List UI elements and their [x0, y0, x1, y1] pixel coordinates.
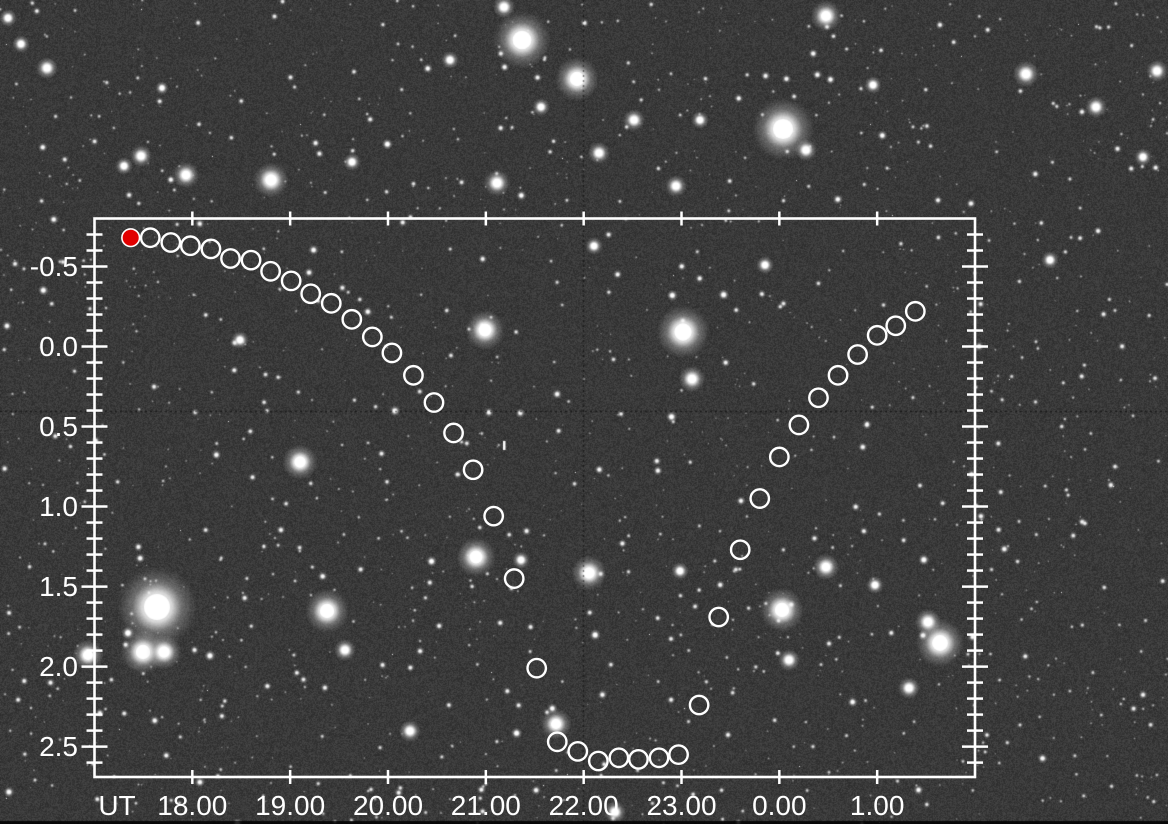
data-point-circle [240, 249, 262, 271]
x-axis-label: 21.00 [450, 790, 521, 821]
data-point-circle [904, 300, 926, 322]
plot-frame [93, 217, 977, 779]
data-point-circle [608, 747, 630, 769]
y-axis-label: 1.0 [39, 490, 78, 522]
data-point-circle [341, 308, 363, 330]
highlighted-data-point [121, 228, 141, 248]
data-point-circle [361, 326, 383, 348]
data-point-circle [788, 414, 810, 436]
x-axis-label: 20.00 [352, 790, 424, 821]
data-point-circle [749, 488, 771, 509]
data-point-circle [587, 750, 609, 772]
data-point-circle [139, 227, 161, 249]
data-point-circle [668, 744, 689, 765]
x-axis-label: 23.00 [646, 790, 717, 821]
y-axis-label: 2.5 [39, 730, 78, 762]
y-axis-label: 1.5 [39, 570, 78, 602]
x-axis-label: 1.00 [849, 790, 905, 821]
data-point-circle [462, 459, 484, 481]
data-point-circle [483, 505, 505, 527]
x-axis-label: 19.00 [255, 790, 326, 821]
data-point-circle [526, 657, 548, 679]
data-point-circle [300, 283, 322, 305]
data-point-circle [628, 748, 649, 770]
data-point-circle [381, 342, 403, 364]
y-axis-label: 2.0 [39, 650, 78, 682]
data-point-circle [443, 422, 464, 444]
data-point-circle [423, 392, 445, 413]
data-point-circle [866, 324, 888, 346]
data-point-circle [280, 270, 302, 292]
data-point-circle [260, 260, 281, 282]
data-point-circle [768, 446, 790, 468]
data-point-circle [708, 606, 730, 628]
data-point-circle [688, 694, 710, 716]
data-point-circle [567, 740, 589, 762]
data-point-circle [729, 539, 751, 561]
data-point-circle [827, 364, 849, 386]
x-axis-label: 0.00 [752, 790, 807, 821]
y-axis-label: 0.5 [39, 410, 78, 442]
data-point-circle [847, 344, 868, 365]
data-point-circle [179, 235, 201, 257]
data-point-circle [200, 238, 222, 260]
x-axis-label: 22.00 [548, 790, 619, 821]
x-axis-label: 18.00 [157, 790, 228, 821]
data-point-circle [808, 387, 829, 409]
data-point-circle [403, 364, 424, 386]
data-point-circle [885, 315, 907, 337]
data-point-circle [546, 731, 568, 753]
y-axis-label: 0.0 [39, 330, 78, 362]
data-point-circle [160, 232, 182, 253]
data-point-circle [503, 568, 525, 589]
x-axis-unit-label: UT [98, 790, 136, 821]
data-point-circle [220, 248, 241, 269]
y-axis-label: -0.5 [29, 250, 78, 282]
data-point-circle [320, 292, 342, 314]
data-point-circle [648, 747, 670, 769]
